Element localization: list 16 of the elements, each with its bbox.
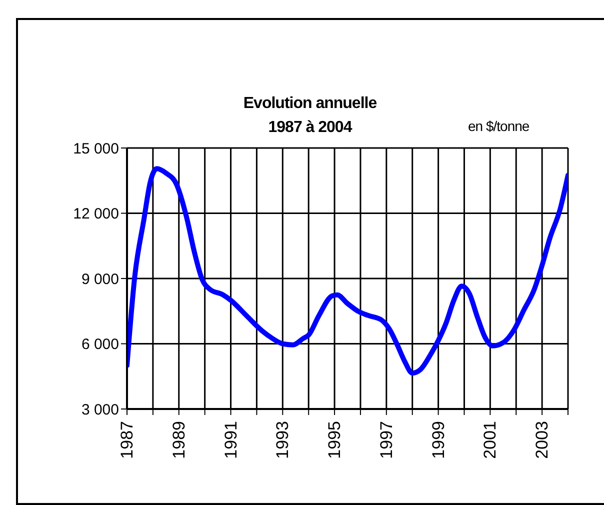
x-tick-label: 1999 xyxy=(428,421,448,459)
x-tick-label: 1997 xyxy=(376,421,396,459)
y-tick-label: 12 000 xyxy=(73,206,119,223)
y-tick-label: 3 000 xyxy=(81,401,119,418)
y-tick-label: 15 000 xyxy=(73,140,119,158)
chart-title: Evolution annuelle 1987 à 2004 xyxy=(242,94,378,136)
x-tick-label: 2001 xyxy=(480,421,500,459)
x-tick-label: 1993 xyxy=(273,421,292,459)
y-tick-label: 9 000 xyxy=(81,270,119,288)
x-tick-label: 2003 xyxy=(532,421,552,459)
y-axis-title: en $/tonne xyxy=(468,118,530,134)
x-tick-label: 1991 xyxy=(221,421,240,459)
y-tick-label: 6 000 xyxy=(81,336,119,354)
x-tick-label: 1989 xyxy=(169,421,188,459)
x-tick-label: 1987 xyxy=(118,421,136,459)
x-tick-label: 1995 xyxy=(325,421,344,459)
